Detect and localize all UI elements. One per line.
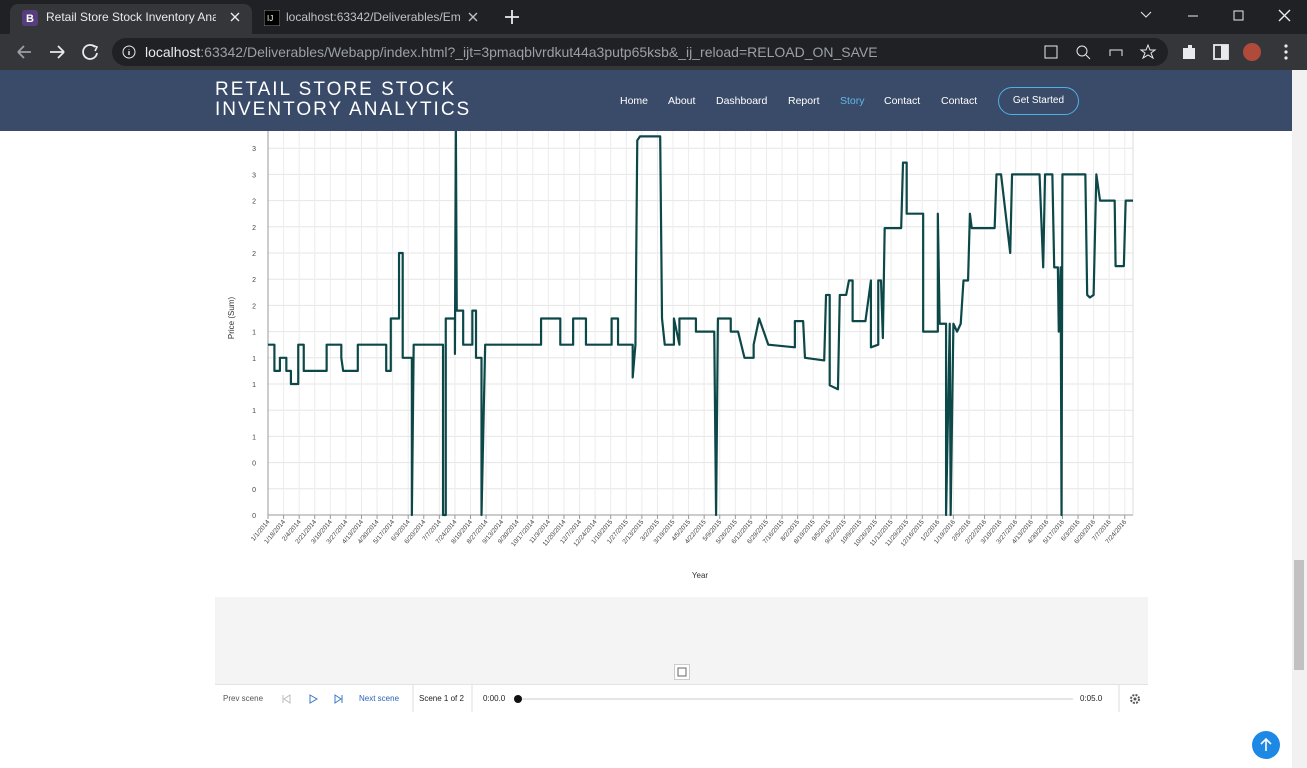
toggle-icon[interactable] (674, 664, 690, 680)
nav-link[interactable]: About (668, 95, 696, 107)
new-tab[interactable] (504, 9, 520, 25)
back-to-top[interactable] (1252, 731, 1280, 759)
y-tick-label: 0 (252, 487, 256, 494)
nav-link[interactable]: Dashboard (716, 95, 768, 107)
scroll-thumb[interactable] (1294, 560, 1304, 670)
x-axis-title: Year (692, 571, 709, 580)
nav-link[interactable]: Story (840, 95, 865, 107)
y-tick-label: 3 (252, 172, 256, 179)
story-area (215, 597, 1148, 684)
url-path: :63342/Deliverables/Webapp/index.html?_i… (200, 44, 878, 60)
y-tick-label: 1 (252, 382, 256, 389)
y-axis-title: Price (Sum) (227, 297, 236, 340)
y-tick-label: 1 (252, 434, 256, 441)
y-tick-label: 2 (252, 303, 256, 310)
time-end: 0:05.0 (1080, 694, 1103, 703)
y-tick-label: 0 (252, 461, 256, 468)
y-tick-label: 2 (252, 199, 256, 206)
extension-icons[interactable] (1180, 42, 1300, 62)
brand[interactable]: RETAIL STORE STOCK INVENTORY ANALYTICS (215, 79, 472, 120)
timeline[interactable] (513, 693, 1075, 705)
address-bar[interactable]: localhost:63342/Deliverables/Webapp/inde… (112, 38, 1168, 66)
scene-counter: Scene 1 of 2 (419, 694, 464, 703)
time-start: 0:00.0 (483, 694, 506, 703)
window-controls[interactable] (1140, 8, 1300, 24)
nav-link[interactable]: Home (620, 95, 649, 107)
prev-scene[interactable]: Prev scene (223, 694, 264, 703)
tab-close[interactable] (230, 12, 240, 22)
settings[interactable] (1118, 685, 1146, 712)
scrollbar[interactable] (1292, 70, 1307, 768)
story-controls: Prev scene Next scene Scene 1 of 2 0:00.… (215, 684, 1148, 712)
info-icon (122, 45, 136, 59)
navbar: RETAIL STORE STOCK INVENTORY ANALYTICS H… (0, 70, 1292, 131)
address-icons (1044, 44, 1157, 60)
tab-title: Retail Store Stock Inventory Analy (46, 10, 216, 24)
y-tick-label: 0 (252, 513, 256, 520)
divider (471, 685, 473, 712)
tab[interactable]: IJ localhost:63342/Deliverables/Em (256, 4, 488, 34)
tab-close[interactable] (468, 12, 478, 22)
y-tick-label: 3 (252, 146, 256, 153)
playback-icons[interactable] (281, 693, 351, 705)
tab-icon: IJ (264, 10, 280, 26)
y-tick-label: 2 (252, 277, 256, 284)
svg-text:IJ: IJ (267, 14, 273, 23)
y-tick-label: 1 (252, 330, 256, 337)
next-scene[interactable]: Next scene (359, 694, 400, 703)
nav-buttons[interactable] (14, 42, 104, 62)
y-tick-label: 1 (252, 356, 256, 363)
tab-icon: B (22, 10, 38, 26)
tab-bar: B Retail Store Stock Inventory Analy IJ … (0, 0, 1307, 34)
nav-link[interactable]: Contact (941, 95, 978, 107)
get-started-button[interactable]: Get Started (998, 87, 1079, 115)
nav-link[interactable]: Report (788, 95, 820, 107)
tab-title: localhost:63342/Deliverables/Em (286, 10, 461, 24)
y-tick-label: 1 (252, 408, 256, 415)
tab[interactable]: B Retail Store Stock Inventory Analy (10, 4, 252, 34)
divider (412, 685, 414, 712)
url-host: localhost (145, 44, 201, 60)
toolbar: localhost:63342/Deliverables/Webapp/inde… (0, 34, 1307, 70)
chart: 0001111122222331/1/20141/18/20142/4/2014… (215, 131, 1148, 597)
y-tick-label: 2 (252, 225, 256, 232)
svg-text:B: B (26, 13, 34, 25)
nav-link[interactable]: Contact (884, 95, 921, 107)
price-line (268, 131, 1133, 517)
y-tick-label: 2 (252, 251, 256, 258)
